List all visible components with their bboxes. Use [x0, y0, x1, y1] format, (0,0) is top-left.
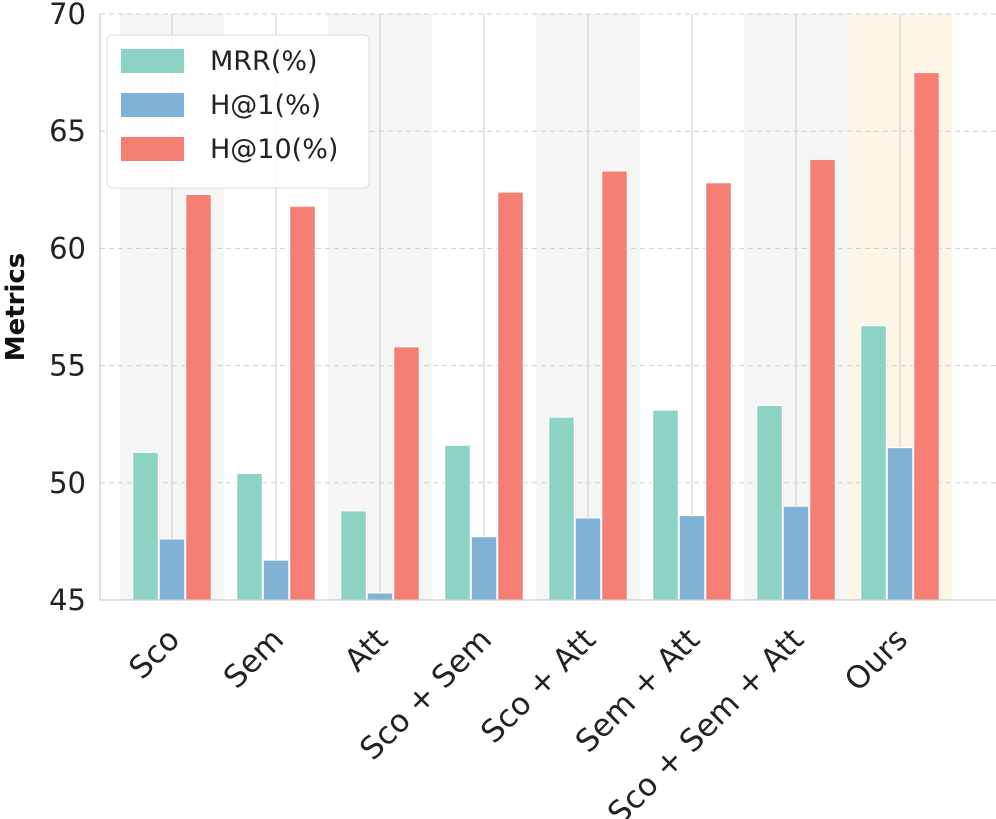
bar-h-1: [366, 592, 394, 601]
bar-mrr: [340, 510, 367, 601]
bar-h-1: [262, 559, 290, 601]
bar-h-10: [185, 193, 212, 601]
bar-h-10: [809, 158, 836, 601]
bars: [132, 72, 940, 601]
y-tick-label: 55: [49, 349, 86, 383]
legend-label: H@1(%): [210, 90, 321, 121]
legend-label: H@10(%): [210, 134, 338, 165]
legend-swatch: [121, 137, 184, 161]
y-tick-label: 45: [49, 583, 86, 617]
x-tick-label: Ours: [838, 622, 915, 699]
bar-h-1: [574, 517, 602, 601]
y-tick-labels: 45 50 55 60 65 70: [49, 0, 86, 617]
bar-h-1: [678, 515, 706, 601]
bar-h-10: [289, 205, 316, 601]
bar-mrr: [236, 472, 263, 601]
x-tick-label: Sco: [122, 622, 187, 687]
y-tick-label: 65: [49, 114, 86, 148]
bar-mrr: [548, 416, 575, 601]
bar-h-10: [393, 346, 420, 601]
bar-mrr: [756, 404, 783, 601]
legend-label: MRR(%): [210, 46, 318, 77]
y-tick-label: 50: [49, 466, 86, 500]
bar-h-1: [886, 447, 914, 601]
x-tick-label: Sem: [217, 622, 291, 696]
bar-h-10: [497, 191, 524, 601]
y-tick-label: 60: [49, 231, 86, 265]
y-tick-label: 70: [49, 0, 86, 31]
axes: [99, 14, 996, 601]
bar-h-1: [470, 536, 498, 601]
bar-h-10: [913, 72, 940, 601]
legend: MRR(%) H@1(%) H@10(%): [106, 34, 370, 189]
bar-h-1: [158, 538, 186, 601]
bar-h-1: [782, 505, 810, 601]
bar-mrr: [652, 409, 679, 601]
legend-swatch: [121, 93, 184, 117]
bar-mrr: [444, 444, 471, 601]
bar-h-10: [601, 170, 628, 601]
bar-mrr: [860, 325, 887, 601]
x-tick-label: Att: [338, 622, 395, 679]
legend-swatch: [121, 49, 184, 73]
bar-mrr: [132, 451, 159, 601]
bar-h-10: [705, 182, 732, 601]
y-axis-label: Metrics: [1, 253, 31, 362]
